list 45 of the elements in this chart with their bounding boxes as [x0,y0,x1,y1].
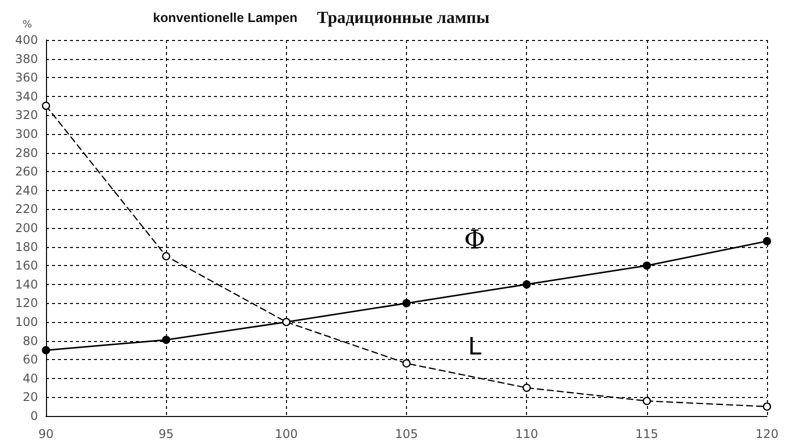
series-label: Φ [464,225,486,256]
x-tick-label: 95 [158,427,174,441]
y-tick-label: 160 [15,258,38,273]
y-tick-label: 260 [15,164,38,179]
y-tick-label: 140 [15,277,38,292]
y-tick-label: 280 [15,146,38,160]
point [42,102,50,110]
x-tick-label: 115 [635,427,658,441]
y-tick-label: 400 [15,33,38,47]
y-tick-label: 40 [22,371,38,386]
chart-title: konventionelle Lampen [153,10,298,25]
x-tick-label: 90 [38,427,54,441]
point [42,346,50,354]
point [522,384,531,392]
point [642,262,651,270]
x-tick-label: 120 [756,427,778,441]
y-tick-label: 320 [15,108,38,122]
y-tick-label: 100 [15,315,38,329]
y-tick-label: 200 [15,221,38,235]
y-tick-label: 20 [22,390,38,404]
y-tick-label: 380 [15,52,38,66]
point [762,237,772,246]
y-tick-label: 80 [22,334,38,348]
y-tick-label: 0 [30,409,38,423]
y-tick-label: 60 [22,352,38,367]
point [402,359,411,368]
y-tick-label: 360 [15,70,38,85]
y-tick-label: 180 [15,240,38,254]
point [162,252,170,260]
x-tick-label: 100 [274,427,298,441]
y-tick-label: 120 [15,296,38,310]
x-tick-label: 105 [395,427,418,441]
chart-subtitle: Традиционные лампы [317,8,490,27]
y-tick-label: 300 [15,127,38,141]
point [402,299,411,308]
x-tick-label: 110 [515,427,538,441]
series-label: L [468,332,482,361]
y-axis-title: % [22,20,32,30]
y-tick-label: 340 [15,89,38,104]
point [162,336,170,344]
y-tick-label: 220 [15,202,38,216]
point [642,396,651,406]
y-tick-label: 240 [15,183,38,198]
point [522,280,531,288]
point [762,402,772,411]
